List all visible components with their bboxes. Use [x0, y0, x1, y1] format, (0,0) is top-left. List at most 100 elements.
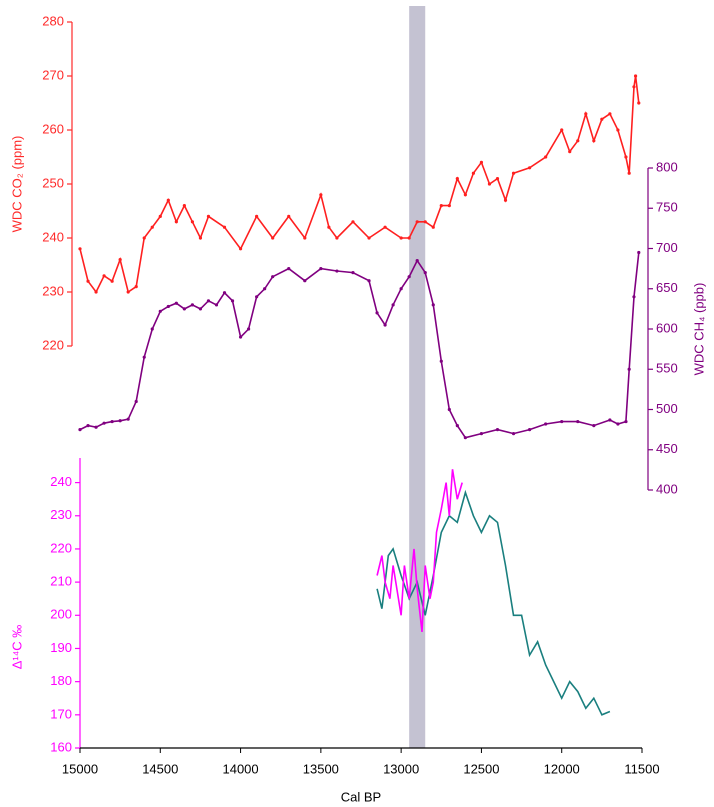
data-line: [376, 469, 463, 632]
data-point: [158, 309, 162, 313]
data-point: [624, 155, 628, 159]
data-point: [576, 419, 580, 424]
y-tick-label: 260: [42, 121, 64, 136]
y-tick-label: 220: [50, 540, 72, 555]
x-axis-label: Cal BP: [341, 789, 381, 804]
data-point: [78, 428, 82, 432]
data-point: [407, 275, 411, 279]
x-tick-label: 15000: [62, 761, 98, 776]
y-tick-label: 500: [656, 401, 678, 416]
data-point: [584, 112, 588, 116]
data-point: [351, 271, 355, 275]
data-point: [399, 236, 403, 240]
data-point: [592, 424, 596, 428]
data-point: [271, 236, 275, 240]
data-point: [94, 290, 98, 294]
data-point: [415, 258, 419, 263]
y-tick-label: 400: [656, 481, 678, 496]
data-point: [528, 166, 532, 170]
data-point: [198, 307, 203, 311]
data-point: [110, 279, 114, 283]
data-point: [627, 171, 631, 175]
data-point: [190, 303, 194, 307]
y-tick-label: 270: [42, 67, 64, 82]
data-point: [560, 128, 564, 132]
data-point: [166, 304, 170, 309]
x-tick-label: 14500: [142, 761, 178, 776]
data-point: [495, 428, 500, 432]
data-point: [455, 177, 459, 181]
data-point: [568, 150, 572, 154]
data-point: [471, 171, 475, 175]
data-point: [627, 367, 631, 371]
data-point: [503, 198, 508, 202]
data-point: [637, 250, 641, 255]
y-tick-label: 220: [42, 337, 64, 352]
data-point: [214, 303, 219, 307]
data-point: [86, 279, 90, 283]
data-point: [190, 220, 194, 224]
data-point: [303, 236, 307, 240]
data-point: [391, 303, 395, 307]
y-tick-label: 160: [50, 739, 72, 754]
y-tick-label: 200: [50, 607, 72, 622]
data-point: [383, 323, 387, 327]
y-tick-label: 550: [656, 361, 678, 376]
data-point: [375, 311, 379, 315]
y-tick-label: 210: [50, 574, 72, 589]
data-point: [600, 117, 604, 121]
data-point: [287, 267, 291, 271]
data-point: [86, 424, 90, 428]
data-point: [383, 225, 387, 229]
data-point: [544, 155, 548, 159]
data-point: [399, 287, 403, 291]
data-point: [222, 291, 227, 295]
y-tick-label: 650: [656, 280, 678, 295]
data-point: [102, 274, 106, 278]
data-point: [158, 214, 162, 218]
data-point: [560, 419, 564, 424]
data-point: [608, 418, 612, 422]
data-point: [439, 204, 443, 208]
data-point: [495, 177, 500, 181]
y-tick-label: 250: [42, 175, 64, 190]
y-tick-label: 800: [656, 159, 678, 174]
y-tick-label: 180: [50, 673, 72, 688]
data-point: [222, 225, 227, 229]
data-point: [174, 220, 178, 224]
data-point: [544, 422, 548, 426]
data-point: [327, 225, 331, 229]
data-point: [126, 290, 130, 294]
data-point: [576, 139, 580, 143]
x-tick-label: 14000: [222, 761, 258, 776]
data-point: [431, 303, 435, 307]
data-point: [511, 432, 516, 436]
data-point: [632, 85, 636, 89]
data-point: [303, 279, 307, 283]
data-point: [287, 214, 291, 218]
data-point: [439, 359, 443, 363]
data-point: [182, 204, 186, 208]
data-point: [142, 236, 146, 240]
data-line: [79, 75, 640, 294]
data-point: [110, 419, 114, 424]
x-tick-label: 13500: [303, 761, 339, 776]
y-axis-label: WDC CO₂ (ppm): [9, 136, 24, 233]
data-point: [247, 327, 251, 331]
data-point: [423, 220, 427, 224]
data-point: [463, 436, 467, 440]
background-layer: [409, 6, 426, 748]
data-point: [174, 301, 178, 305]
data-point: [335, 236, 339, 240]
data-point: [616, 422, 620, 426]
y-axis-label: WDC CH₄ (ppb): [691, 283, 706, 376]
data-point: [415, 220, 419, 224]
data-point: [624, 419, 628, 424]
data-point: [230, 299, 235, 303]
data-point: [633, 74, 638, 78]
data-point: [319, 193, 323, 197]
x-tick-label: 12000: [544, 761, 580, 776]
data-point: [632, 295, 636, 299]
data-point: [487, 182, 492, 186]
data-point: [367, 279, 371, 283]
